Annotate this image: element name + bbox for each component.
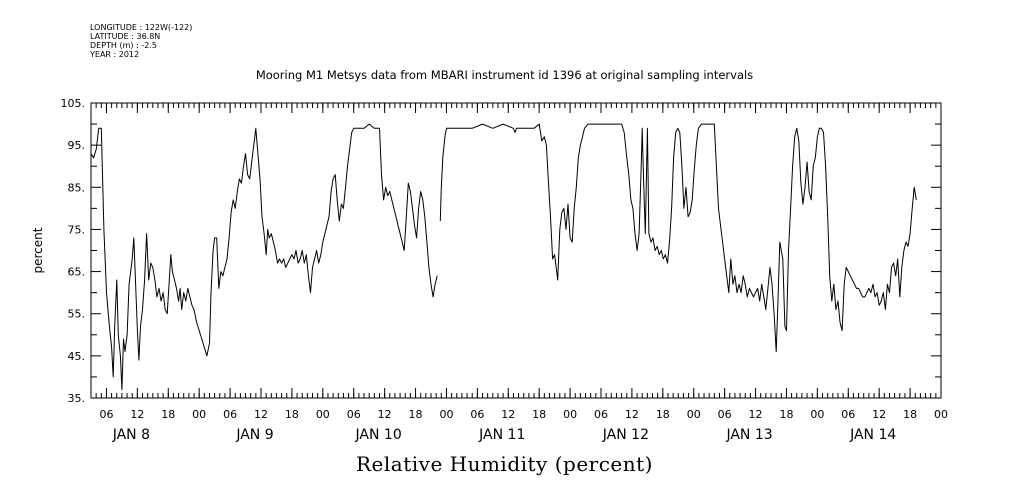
x-hour-label: 18 bbox=[656, 408, 670, 421]
x-hour-label: 12 bbox=[749, 408, 763, 421]
metadata-year: YEAR : 2012 bbox=[90, 50, 140, 59]
y-axis-label: percent bbox=[31, 227, 45, 273]
x-hour-label: 06 bbox=[718, 408, 732, 421]
x-hour-label: 00 bbox=[563, 408, 577, 421]
x-hour-label: 06 bbox=[223, 408, 237, 421]
y-tick-label: 35. bbox=[68, 392, 86, 405]
x-hour-label: 06 bbox=[841, 408, 855, 421]
y-tick-label: 45. bbox=[68, 350, 86, 363]
x-hour-label: 06 bbox=[347, 408, 361, 421]
x-hour-label: 06 bbox=[594, 408, 608, 421]
x-hour-label: 00 bbox=[934, 408, 948, 421]
x-hour-label: 12 bbox=[130, 408, 144, 421]
x-hour-label: 00 bbox=[810, 408, 824, 421]
x-day-label: JAN 8 bbox=[112, 427, 150, 443]
metadata-depth: DEPTH (m) : -2.5 bbox=[90, 41, 157, 50]
y-tick-label: 65. bbox=[68, 266, 86, 279]
x-hour-label: 12 bbox=[625, 408, 639, 421]
x-day-label: JAN 9 bbox=[235, 427, 273, 443]
y-tick-label: 105. bbox=[61, 97, 86, 110]
x-hour-label: 18 bbox=[161, 408, 175, 421]
x-hour-label: 18 bbox=[409, 408, 423, 421]
x-hour-label: 18 bbox=[285, 408, 299, 421]
x-day-label: JAN 12 bbox=[602, 427, 649, 443]
x-hour-label: 12 bbox=[254, 408, 268, 421]
x-hour-label: 00 bbox=[687, 408, 701, 421]
chart-title: Mooring M1 Metsys data from MBARI instru… bbox=[255, 68, 754, 82]
y-tick-label: 75. bbox=[68, 223, 86, 236]
x-hour-label: 06 bbox=[99, 408, 113, 421]
metadata-latitude: LATITUDE : 36.8N bbox=[90, 32, 161, 41]
x-hour-label: 00 bbox=[439, 408, 453, 421]
y-tick-label: 95. bbox=[68, 139, 86, 152]
x-hour-label: 18 bbox=[779, 408, 793, 421]
x-hour-label: 00 bbox=[192, 408, 206, 421]
x-hour-label: 18 bbox=[532, 408, 546, 421]
x-day-label: JAN 11 bbox=[478, 427, 525, 443]
humidity-series-line bbox=[439, 123, 917, 353]
x-hour-label: 00 bbox=[316, 408, 330, 421]
x-day-label: JAN 13 bbox=[725, 427, 772, 443]
x-hour-label: 18 bbox=[903, 408, 917, 421]
metadata-longitude: LONGITUDE : 122W(-122) bbox=[90, 23, 193, 32]
x-hour-label: 12 bbox=[378, 408, 392, 421]
y-tick-label: 55. bbox=[68, 308, 86, 321]
x-day-label: JAN 10 bbox=[355, 427, 402, 443]
humidity-series-line bbox=[90, 123, 438, 391]
plot-frame bbox=[90, 102, 942, 399]
x-hour-label: 12 bbox=[872, 408, 886, 421]
y-tick-label: 85. bbox=[68, 181, 86, 194]
x-axis-title: Relative Humidity (percent) bbox=[356, 452, 653, 476]
x-hour-label: 12 bbox=[501, 408, 515, 421]
x-hour-label: 06 bbox=[470, 408, 484, 421]
x-day-label: JAN 14 bbox=[849, 427, 896, 443]
